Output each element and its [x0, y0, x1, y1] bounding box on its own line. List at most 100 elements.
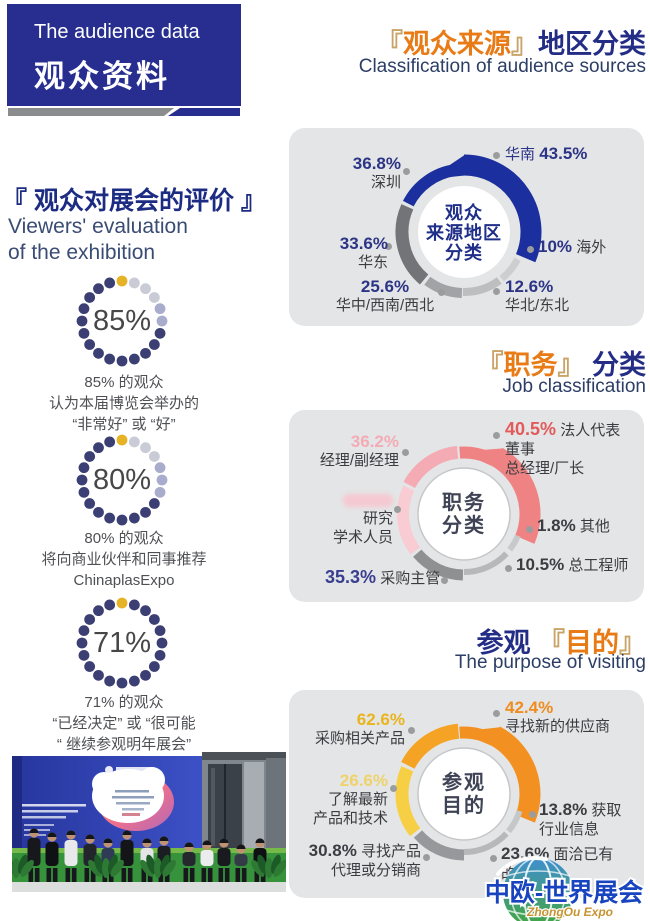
ring-dot [116, 514, 128, 526]
plant-leaf [12, 858, 20, 878]
audience-source-donut [395, 154, 542, 298]
ring-dot [156, 315, 168, 327]
ring-dot [140, 283, 151, 295]
donut-center-disc [417, 467, 511, 561]
header-title-zh: 观众资料 [34, 59, 170, 94]
plant-leaf [146, 854, 157, 874]
ring-dot [140, 669, 151, 681]
person-silhouette [83, 834, 97, 882]
donut-segment [395, 204, 429, 285]
person-silhouette [200, 840, 214, 882]
ring-dot [84, 339, 96, 350]
label-chief-engineer: 10.5% 总工程师 [516, 555, 629, 574]
ring-dot [93, 442, 104, 454]
ring-dot [154, 486, 166, 498]
ring-dot [93, 605, 104, 617]
label-dot [493, 710, 500, 717]
label-dot [505, 565, 512, 572]
donut-segment [463, 154, 542, 263]
ring-dot [84, 661, 96, 672]
ring-dot [128, 353, 140, 365]
plant-leaf [265, 858, 273, 878]
donut-arrow [481, 448, 504, 467]
person-silhouette [120, 830, 134, 882]
ring-dot [148, 292, 160, 303]
person-silhouette [64, 830, 78, 882]
logo-text-zh: 中欧-世界展会 [485, 878, 643, 907]
plant-leaf [159, 854, 170, 874]
label-dot [493, 288, 500, 295]
plant-leaf [17, 854, 28, 874]
donut-segment [413, 549, 464, 581]
ring-dot [154, 649, 166, 661]
label-dot [441, 577, 448, 584]
stat-percent-85: 85% [92, 304, 152, 337]
donut-segment [403, 445, 459, 489]
ring-dot [128, 512, 140, 524]
label-huabei: 12.6% 华北/东北 [505, 277, 570, 314]
label-other: 1.8% 其他 [537, 516, 610, 535]
donut-arrow [449, 154, 466, 177]
evaluation-subtitle: Viewers' evaluation of the exhibition [8, 214, 188, 266]
label-new-suppliers: 42.4% 寻找新的供应商 [505, 698, 611, 735]
photo-cloud-banner [92, 767, 174, 831]
label-dot [423, 854, 430, 861]
logo-text-en: ZhongOu Expo [526, 905, 613, 919]
evaluation-subtitle-line2: of the exhibition [8, 241, 156, 264]
donut-center-label: 观众 来源地区 分类 [426, 203, 502, 263]
photo-people [27, 828, 267, 882]
header-title-en: The audience data [34, 21, 200, 43]
dot-ring-80 [76, 434, 168, 526]
ring-dot [104, 353, 116, 365]
decor-bar-navy [168, 108, 240, 116]
faded-percent-smudge [343, 493, 393, 507]
ring-dot [128, 277, 140, 289]
label-dot [403, 168, 410, 175]
exhibition-photo [12, 752, 286, 892]
donut-segment [395, 766, 421, 837]
ring-dot [154, 625, 166, 637]
donut-segment [506, 809, 523, 834]
ring-dot [104, 675, 116, 687]
label-industry-info: 13.8% 获取 行业信息 [539, 800, 622, 838]
label-purchasing-supervisor: 35.3% 采购主管 [325, 567, 441, 588]
ring-dot [156, 474, 168, 486]
stat-caption-85: 85% 的观众 认为本届博览会举办的 “非常好” 或 “好” [48, 374, 199, 433]
plant-leaf [20, 859, 34, 877]
ring-dot [78, 486, 90, 498]
person-silhouette [234, 844, 248, 882]
ring-dot [140, 605, 151, 617]
ring-dot [116, 355, 128, 367]
label-dot [527, 246, 534, 253]
label-huazhong: 25.6% 华中/西南/西北 [335, 277, 435, 314]
evaluation-subtitle-line1: Viewers' evaluation [8, 215, 188, 238]
plant-leaf [88, 859, 102, 877]
plant-leaf [154, 858, 162, 878]
donut-segment [463, 551, 509, 575]
donut-segment [489, 726, 541, 823]
ring-dot [84, 498, 96, 509]
section-title-audience-source: 『观众来源』地区分类 [376, 29, 646, 59]
label-huadong: 33.6% 华东 [339, 234, 388, 271]
person-silhouette [182, 842, 196, 882]
purpose-chart-card: 参观 目的 42.4% 寻找新的供应商 62.6% 采购相关产品 26.6% 了… [289, 690, 644, 898]
ring-dot [93, 347, 104, 359]
ring-dot [128, 675, 140, 687]
section-title-purpose: 参观 『目的』 [476, 628, 646, 658]
ring-dot [78, 303, 90, 315]
audience-source-chart-card: 观众 来源地区 分类 华南 43.5% 36.8% 深圳 33.6% 华东 25… [289, 128, 644, 326]
label-dot [438, 289, 445, 296]
stat-caption-80: 80% 的观众 将向商业伙伴和同事推荐 ChinaplasExpo [41, 530, 207, 589]
ring-dot [93, 669, 104, 681]
plant-leaf [110, 859, 124, 877]
purpose-donut [395, 723, 541, 861]
ring-dot [156, 637, 168, 649]
job-chart-card: 职务 分类 40.5% 法人代表 董事 总经理/厂长 36.2% 经理/副经理 … [289, 410, 644, 602]
ring-dot [104, 277, 116, 289]
dot-ring-85 [76, 275, 168, 367]
donut-segment [463, 831, 509, 855]
label-huanan: 华南 43.5% [505, 144, 588, 163]
label-dot [408, 727, 415, 734]
ring-dot [116, 677, 128, 689]
ring-dot [148, 451, 160, 462]
